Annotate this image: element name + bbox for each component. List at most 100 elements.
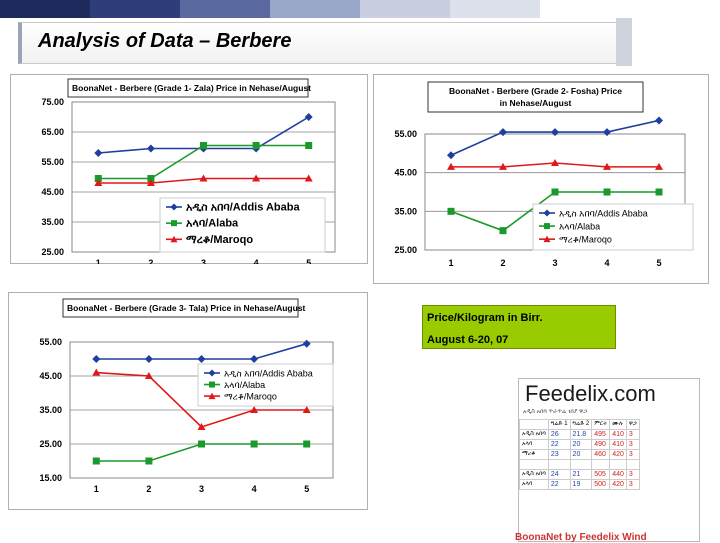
table-cell: 3: [625, 469, 640, 480]
table-cell: 3: [625, 479, 640, 490]
data-point: [305, 142, 313, 149]
table-cell: [609, 459, 627, 470]
y-tick-label: 45.00: [41, 187, 64, 197]
legend-box: [197, 363, 334, 407]
data-point: [603, 128, 611, 137]
info-date: August 6-20, 07: [427, 334, 509, 346]
x-tick-label: 2: [146, 484, 151, 494]
legend-box: [532, 203, 694, 251]
chart-title-box: [427, 81, 644, 113]
data-point: [603, 188, 611, 196]
stripe-seg: [270, 0, 360, 18]
data-point: [551, 159, 559, 166]
x-tick-label: 4: [252, 484, 257, 494]
y-tick-label: 75.00: [41, 97, 64, 107]
data-point: [551, 188, 559, 196]
data-point: [447, 162, 455, 170]
y-tick-label: 55.00: [41, 157, 64, 167]
data-point: [304, 174, 313, 182]
table-cell: 495: [591, 429, 611, 440]
data-point: [447, 207, 455, 215]
data-point: [197, 355, 206, 363]
table-row: አዲስ አበባ 24 21 505 440 3: [519, 469, 640, 480]
data-point: [144, 372, 153, 379]
chart-grade2: 25.00 35.00 45.00 55.00 1 2 3 4 5 BoonaNet - Berb…: [373, 74, 709, 284]
table-cell: ግሬድ 2: [569, 419, 593, 430]
y-tick-label: 35.00: [41, 217, 64, 227]
chart-title: BoonaNet - Berbere (Grade 2- Fosha) Pric…: [449, 86, 622, 96]
price-info-box: Price/Kilogram in Birr. August 6-20, 07: [422, 305, 616, 349]
stripe-seg: [0, 0, 90, 18]
data-point: [146, 179, 155, 186]
table-cell: ምርት: [591, 419, 611, 430]
y-tick-label: 15.00: [39, 473, 62, 483]
table-cell: [519, 419, 549, 430]
chart-grade3: 15.00 25.00 35.00 45.00 55.00 1 2 3 4 5 BoonaNet -…: [8, 292, 368, 510]
table-cell: [569, 459, 593, 470]
legend-label: አዲስ አበባ/Addis Ababa: [224, 369, 313, 379]
data-point: [499, 128, 507, 137]
legend-marker: [171, 220, 177, 227]
legend-label: ማረቆ/Maroqo: [224, 392, 277, 402]
data-point: [499, 227, 507, 235]
legend-label: አላባ/Alaba: [559, 222, 600, 232]
table-cell: 440: [609, 469, 627, 480]
data-point: [197, 423, 206, 430]
slide-title: Analysis of Data – Berbere: [38, 30, 292, 52]
legend-marker: [170, 235, 178, 243]
data-point: [499, 162, 507, 170]
table-cell: 420: [609, 479, 627, 490]
y-tick-label: 35.00: [39, 405, 62, 415]
legend-marker: [543, 209, 551, 217]
table-cell: ግሬድ 1: [547, 419, 571, 430]
table-row: ማረቆ 23 20 460 420 3: [519, 449, 640, 460]
stripe-seg: [630, 0, 720, 18]
legend-marker: [209, 381, 215, 388]
y-tick-label: 45.00: [39, 371, 62, 381]
data-point: [200, 142, 207, 149]
x-tick-label: 1: [96, 258, 101, 264]
header-stripe: [0, 0, 720, 18]
data-point: [551, 128, 559, 137]
table-cell: አዲስ አበባ: [519, 429, 549, 440]
table-cell: 410: [609, 429, 627, 440]
table-cell: 24: [547, 469, 571, 480]
y-tick-label: 25.00: [41, 247, 64, 257]
data-point: [198, 440, 205, 448]
title-box: [18, 22, 621, 64]
data-point: [94, 149, 103, 157]
x-tick-label: 4: [254, 258, 259, 264]
table-cell: 26: [547, 429, 571, 440]
x-tick-label: 2: [148, 258, 153, 264]
feedelix-brand: Feedelix.com: [525, 381, 656, 406]
table-cell: ማረቆ: [519, 449, 549, 460]
legend-label: አላባ/Alaba: [186, 218, 239, 230]
table-cell: 3: [625, 429, 640, 440]
legend-marker: [544, 223, 550, 230]
legend-marker: [543, 235, 551, 243]
stripe-seg: [180, 0, 270, 18]
y-tick-label: 45.00: [394, 168, 417, 178]
y-tick-label: 25.00: [394, 245, 417, 255]
x-tick-label: 5: [306, 258, 311, 264]
data-point: [144, 355, 153, 363]
data-point: [655, 188, 663, 196]
data-point: [92, 368, 101, 376]
data-point: [199, 174, 208, 182]
data-point: [302, 406, 311, 413]
legend-box: [159, 197, 326, 253]
data-point: [252, 174, 261, 182]
table-cell: 20: [569, 449, 593, 460]
legend-label: አዲስ አበባ/Addis Ababa: [186, 202, 300, 214]
table-cell: አዲስ አበባ: [519, 469, 549, 480]
data-point: [94, 179, 103, 186]
table-cell: 23: [547, 449, 571, 460]
data-point: [146, 144, 155, 153]
x-tick-label: 3: [199, 484, 204, 494]
table-header-row: ግሬድ 1 ግሬድ 2 ምርት ሙሉ ዋጋ: [519, 419, 640, 430]
info-unit: Price/Kilogram in Birr.: [427, 312, 543, 324]
table-row: አዲስ አበባ 26 21.8 495 410 3: [519, 429, 640, 440]
table-cell: 19: [569, 479, 593, 490]
chart-title-box: [67, 78, 309, 98]
feedelix-subtitle: አዲስ አበባ ጥራጥሬ ገበያ ዋጋ: [523, 409, 587, 415]
